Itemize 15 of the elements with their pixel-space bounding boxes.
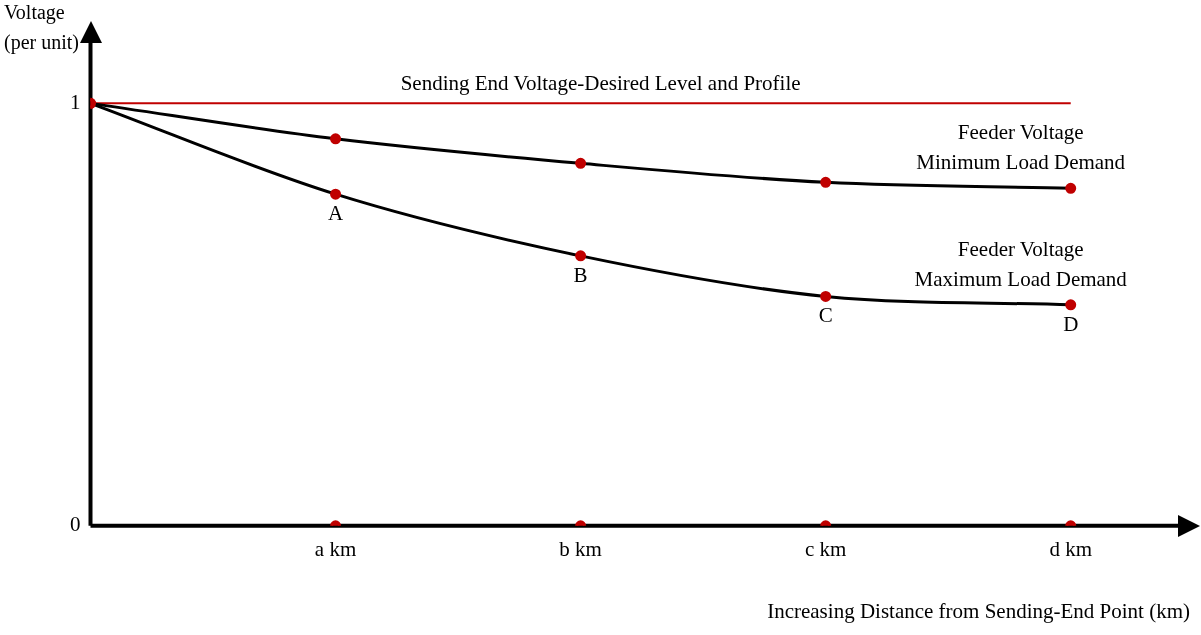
x-tick-label: a km bbox=[314, 536, 357, 561]
series-label: Feeder Voltage Minimum Load Demand bbox=[916, 120, 1126, 175]
y-tick-label: 0 bbox=[70, 512, 81, 537]
x-axis-title: Increasing Distance from Sending-End Point (km) bbox=[767, 599, 1190, 624]
annotation: A bbox=[327, 201, 344, 226]
x-tick-label: d km bbox=[1049, 536, 1093, 561]
y-axis-title: Voltage (per unit) bbox=[4, 1, 79, 55]
x-tick-label: c km bbox=[804, 536, 847, 561]
annotation: C bbox=[818, 303, 833, 328]
series-label: Feeder Voltage Maximum Load Demand bbox=[914, 236, 1128, 291]
x-tick-label: b km bbox=[559, 536, 602, 561]
annotation: D bbox=[1063, 311, 1079, 336]
ref-line-label: Sending End Voltage-Desired Level and Profile bbox=[400, 71, 801, 96]
annotation: B bbox=[573, 262, 588, 287]
y-tick-label: 1 bbox=[70, 89, 81, 114]
